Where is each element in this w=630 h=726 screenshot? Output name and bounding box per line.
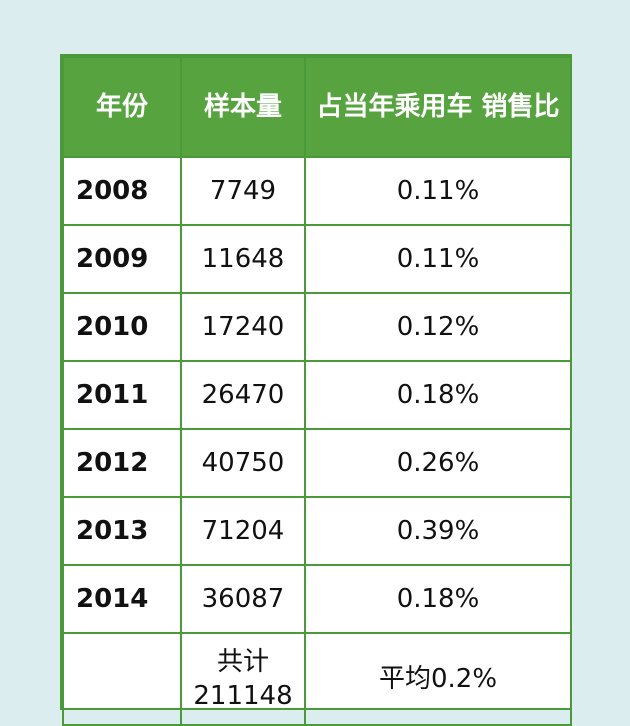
ratio-cell: 0.11%	[304, 156, 572, 226]
total-label: 共计	[216, 647, 269, 677]
ratio-cell: 0.18%	[304, 564, 572, 634]
header-year: 年份	[62, 56, 182, 158]
table-row: 2011 26470 0.18%	[62, 360, 572, 430]
header-sample-size: 样本量	[180, 56, 306, 158]
header-sales-ratio: 占当年乘用车 销售比	[304, 56, 572, 158]
ratio-cell: 0.12%	[304, 292, 572, 362]
year-cell: 2008	[62, 156, 182, 226]
ratio-cell: 0.11%	[304, 224, 572, 294]
year-cell: 2014	[62, 564, 182, 634]
total-cell: 共计 211148	[180, 632, 306, 726]
year-cell: 2012	[62, 428, 182, 498]
table-row: 2013 71204 0.39%	[62, 496, 572, 566]
sales-sample-table-card: 年份 样本量 占当年乘用车 销售比 2008 7749 0.11% 2009 1…	[60, 54, 572, 726]
sample-cell: 40750	[180, 428, 306, 498]
table-row: 2009 11648 0.11%	[62, 224, 572, 294]
total-empty-cell	[62, 632, 182, 726]
header-row: 年份 样本量 占当年乘用车 销售比	[62, 56, 572, 158]
sample-cell: 7749	[180, 156, 306, 226]
sample-cell: 17240	[180, 292, 306, 362]
sample-cell: 36087	[180, 564, 306, 634]
total-row: 共计 211148 平均0.2%	[62, 632, 572, 726]
sample-cell: 11648	[180, 224, 306, 294]
sample-cell: 26470	[180, 360, 306, 430]
total-value: 211148	[193, 681, 293, 711]
table-header: 年份 样本量 占当年乘用车 销售比	[62, 56, 572, 158]
average-cell: 平均0.2%	[304, 632, 572, 726]
sample-cell: 71204	[180, 496, 306, 566]
ratio-cell: 0.39%	[304, 496, 572, 566]
table-row: 2008 7749 0.11%	[62, 156, 572, 226]
table-row: 2012 40750 0.26%	[62, 428, 572, 498]
year-cell: 2009	[62, 224, 182, 294]
year-cell: 2011	[62, 360, 182, 430]
year-cell: 2010	[62, 292, 182, 362]
ratio-cell: 0.26%	[304, 428, 572, 498]
table-row: 2010 17240 0.12%	[62, 292, 572, 362]
ratio-cell: 0.18%	[304, 360, 572, 430]
sales-sample-table: 年份 样本量 占当年乘用车 销售比 2008 7749 0.11% 2009 1…	[62, 56, 572, 726]
table-body: 2008 7749 0.11% 2009 11648 0.11% 2010 17…	[62, 156, 572, 726]
year-cell: 2013	[62, 496, 182, 566]
table-row: 2014 36087 0.18%	[62, 564, 572, 634]
